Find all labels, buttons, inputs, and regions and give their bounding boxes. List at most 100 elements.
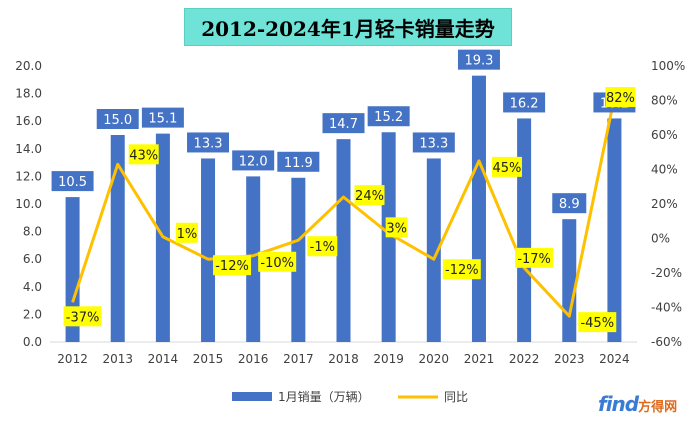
bar <box>471 75 486 342</box>
bar-data-label: 19.3 <box>464 54 493 69</box>
bar-label-box <box>51 171 94 192</box>
bar-data-label: 15.0 <box>103 113 132 128</box>
left-tick-label: 0.0 <box>23 335 42 349</box>
yoy-label-box <box>442 259 481 280</box>
bar <box>291 177 306 342</box>
x-tick-label: 2022 <box>509 352 540 366</box>
bar-label-box <box>322 113 365 134</box>
yoy-data-label: 3% <box>386 221 407 236</box>
bar <box>426 158 441 342</box>
left-tick-label: 6.0 <box>23 252 42 266</box>
yoy-data-label: -12% <box>215 259 249 274</box>
yoy-data-label: 43% <box>129 148 158 163</box>
yoy-data-label: 24% <box>355 189 384 204</box>
yoy-label-box <box>307 236 338 257</box>
bar <box>201 158 216 342</box>
yoy-label-box <box>578 312 617 333</box>
bar-data-label: 14.7 <box>329 117 358 132</box>
bar <box>65 197 80 342</box>
bar <box>517 118 532 342</box>
yoy-label-box <box>491 156 522 177</box>
right-y-axis: -60% -40% -20% 0% 20% 40% 60% 80% 100% <box>651 59 685 349</box>
bar <box>607 118 622 342</box>
left-tick-label: 12.0 <box>15 169 42 183</box>
bar <box>562 219 577 342</box>
yoy-label-box <box>515 247 554 268</box>
bar-data-label: 13.3 <box>419 136 448 151</box>
watermark-logo: find方得网 <box>598 392 698 418</box>
bar-data-label: 16.2 <box>510 96 539 111</box>
yoy-data-label: 82% <box>606 91 635 106</box>
bar-label-box <box>141 107 184 128</box>
right-tick-label: 80% <box>651 94 678 108</box>
yoy-data-label: -17% <box>517 252 551 267</box>
yoy-data-label: 45% <box>493 161 522 176</box>
bar-data-label: 12.0 <box>239 154 268 169</box>
yoy-data-label: -45% <box>580 316 614 331</box>
yoy-label-box <box>258 251 297 272</box>
x-tick-label: 2013 <box>102 352 133 366</box>
bar-data-labels: 10.5 15.0 15.1 13.3 12.0 11.9 14.7 15.2 13.3 19.3… <box>51 49 636 214</box>
bar-label-box <box>412 132 455 153</box>
x-tick-label: 2024 <box>599 352 630 366</box>
right-tick-label: 60% <box>651 128 678 142</box>
left-tick-label: 18.0 <box>15 87 42 101</box>
legend-label-bar: 1月销量（万辆） <box>278 390 370 404</box>
left-tick-label: 10.0 <box>15 197 42 211</box>
yoy-label-box <box>128 144 159 165</box>
right-tick-label: 100% <box>651 59 685 73</box>
bar-label-box <box>457 49 500 70</box>
bar-label-box <box>96 109 139 129</box>
bar-data-label: 11.9 <box>284 156 313 171</box>
x-tick-label: 2015 <box>193 352 224 366</box>
bar-series <box>65 75 622 342</box>
yoy-label-box <box>605 87 636 108</box>
line-data-labels: -37% 43% 1% -12% -10% -1% 24% 3% -12% 45% -17% -45%… <box>63 87 636 333</box>
x-tick-label: 2014 <box>148 352 179 366</box>
bar-label-box <box>277 151 320 172</box>
left-tick-label: 2.0 <box>23 307 42 321</box>
bar-data-label: 13.3 <box>194 136 223 151</box>
x-tick-label: 2023 <box>554 352 585 366</box>
x-tick-label: 2016 <box>238 352 269 366</box>
left-tick-label: 20.0 <box>15 59 42 73</box>
bar-data-label: 10.5 <box>58 175 87 190</box>
bar <box>110 135 125 342</box>
yoy-data-label: 1% <box>177 227 198 242</box>
yoy-data-label: -37% <box>66 310 100 325</box>
bar-label-box <box>187 132 230 153</box>
watermark-brand: find <box>598 392 639 416</box>
left-tick-label: 16.0 <box>15 114 42 128</box>
yoy-label-box <box>175 222 198 243</box>
x-tick-label: 2012 <box>57 352 88 366</box>
bar-data-label: 8.9 <box>559 197 580 212</box>
yoy-data-label: -1% <box>310 240 335 255</box>
legend-label-line: 同比 <box>444 390 468 404</box>
left-tick-label: 8.0 <box>23 225 42 239</box>
left-tick-label: 14.0 <box>15 142 42 156</box>
legend-swatch-bar <box>232 392 272 401</box>
bar-label-box <box>503 92 546 113</box>
right-tick-label: 40% <box>651 163 678 177</box>
x-tick-label: 2020 <box>419 352 450 366</box>
bar-label-box <box>552 193 587 214</box>
bar-label-box <box>232 150 275 171</box>
yoy-label-box <box>63 306 102 327</box>
yoy-label-box <box>385 217 408 238</box>
bar <box>336 139 351 342</box>
yoy-data-label: -10% <box>260 256 294 271</box>
left-tick-label: 4.0 <box>23 280 42 294</box>
bar-data-label: 15.2 <box>374 110 403 125</box>
bar-data-label: 15.1 <box>148 112 177 127</box>
yoy-label-box <box>213 255 252 276</box>
bar <box>246 176 261 342</box>
chart-title: 2012-2024年1月轻卡销量走势 <box>184 8 512 46</box>
legend: 1月销量（万辆） 同比 <box>232 390 468 404</box>
right-tick-label: -40% <box>651 301 682 315</box>
watermark-sub: 方得网 <box>638 400 678 415</box>
right-tick-label: -60% <box>651 335 682 349</box>
x-tick-label: 2021 <box>464 352 495 366</box>
x-axis: 2012 2013 2014 2015 2016 2017 2018 2019 2020 2021… <box>50 341 637 366</box>
yoy-label-box <box>354 185 385 206</box>
